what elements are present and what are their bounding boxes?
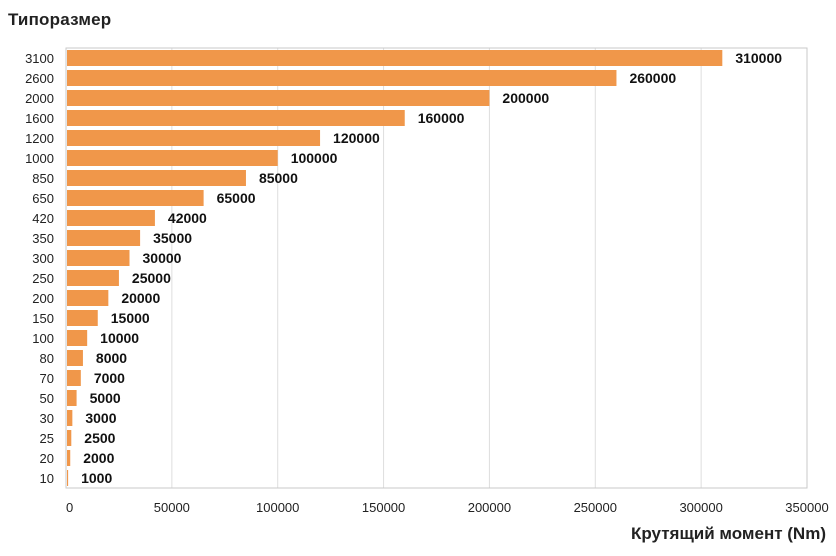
value-label: 120000 (333, 130, 380, 146)
value-label: 35000 (153, 230, 192, 246)
bar (67, 70, 617, 86)
category-tick-label: 2600 (25, 71, 54, 86)
value-label: 65000 (217, 190, 256, 206)
category-tick-label: 150 (32, 311, 54, 326)
value-label: 42000 (168, 210, 207, 226)
category-tick-label: 850 (32, 171, 54, 186)
bar (67, 290, 109, 306)
bar (67, 130, 321, 146)
bar (67, 210, 155, 226)
bar (67, 190, 204, 206)
value-label: 20000 (121, 290, 160, 306)
bars (67, 50, 723, 486)
value-label: 5000 (90, 390, 121, 406)
category-tick-label: 350 (32, 231, 54, 246)
category-tick-label: 20 (40, 451, 54, 466)
category-tick-label: 30 (40, 411, 54, 426)
bar (67, 170, 246, 186)
category-tick-labels: 3100 2600 2000 1600 1200 1000 850 650 420 350 300 2… (25, 51, 54, 486)
value-label: 25000 (132, 270, 171, 286)
value-label: 260000 (629, 70, 676, 86)
bar (67, 450, 71, 466)
bar (67, 50, 723, 66)
bar (67, 410, 73, 426)
category-tick-label: 25 (40, 431, 54, 446)
value-label: 8000 (96, 350, 127, 366)
value-label: 100000 (291, 150, 338, 166)
category-tick-label: 1000 (25, 151, 54, 166)
value-labels: 310000 260000 200000 160000 120000 100000 8500… (81, 50, 782, 486)
category-tick-label: 100 (32, 331, 54, 346)
category-tick-label: 420 (32, 211, 54, 226)
bar (67, 250, 130, 266)
chart-title-y: Типоразмер (8, 10, 112, 29)
bar (67, 470, 69, 486)
x-tick-label: 150000 (362, 500, 405, 515)
bar (67, 230, 141, 246)
category-tick-label: 300 (32, 251, 54, 266)
value-label: 7000 (94, 370, 125, 386)
plot-area-frame (65, 47, 808, 489)
value-label: 3000 (85, 410, 116, 426)
value-label: 2000 (83, 450, 114, 466)
bar (67, 370, 81, 386)
bar (67, 350, 83, 366)
value-label: 30000 (143, 250, 182, 266)
bar (67, 150, 278, 166)
x-tick-label: 300000 (679, 500, 722, 515)
value-label: 10000 (100, 330, 139, 346)
value-label: 85000 (259, 170, 298, 186)
x-tick-labels: 0 50000 100000 150000 200000 250000 300000 3500… (66, 500, 829, 515)
category-tick-label: 3100 (25, 51, 54, 66)
x-tick-label: 100000 (256, 500, 299, 515)
category-tick-label: 250 (32, 271, 54, 286)
value-label: 1000 (81, 470, 112, 486)
category-tick-label: 200 (32, 291, 54, 306)
category-tick-label: 10 (40, 471, 54, 486)
bar (67, 110, 405, 126)
chart-title-x: Крутящий момент (Nm) (631, 524, 826, 543)
bar (67, 270, 119, 286)
category-tick-label: 50 (40, 391, 54, 406)
x-tick-label: 350000 (785, 500, 828, 515)
category-tick-label: 1600 (25, 111, 54, 126)
value-label: 2500 (84, 430, 115, 446)
category-tick-label: 1200 (25, 131, 54, 146)
bar (67, 310, 98, 326)
value-label: 160000 (418, 110, 465, 126)
category-tick-label: 70 (40, 371, 54, 386)
category-tick-label: 2000 (25, 91, 54, 106)
x-tick-label: 250000 (574, 500, 617, 515)
x-tick-label: 200000 (468, 500, 511, 515)
bar (67, 390, 77, 406)
category-tick-label: 650 (32, 191, 54, 206)
value-label: 200000 (502, 90, 549, 106)
bar (67, 430, 72, 446)
value-label: 310000 (735, 50, 782, 66)
x-tick-label: 50000 (154, 500, 190, 515)
bar (67, 330, 88, 346)
category-tick-label: 80 (40, 351, 54, 366)
bar (67, 90, 490, 106)
x-tick-label: 0 (66, 500, 73, 515)
value-label: 15000 (111, 310, 150, 326)
